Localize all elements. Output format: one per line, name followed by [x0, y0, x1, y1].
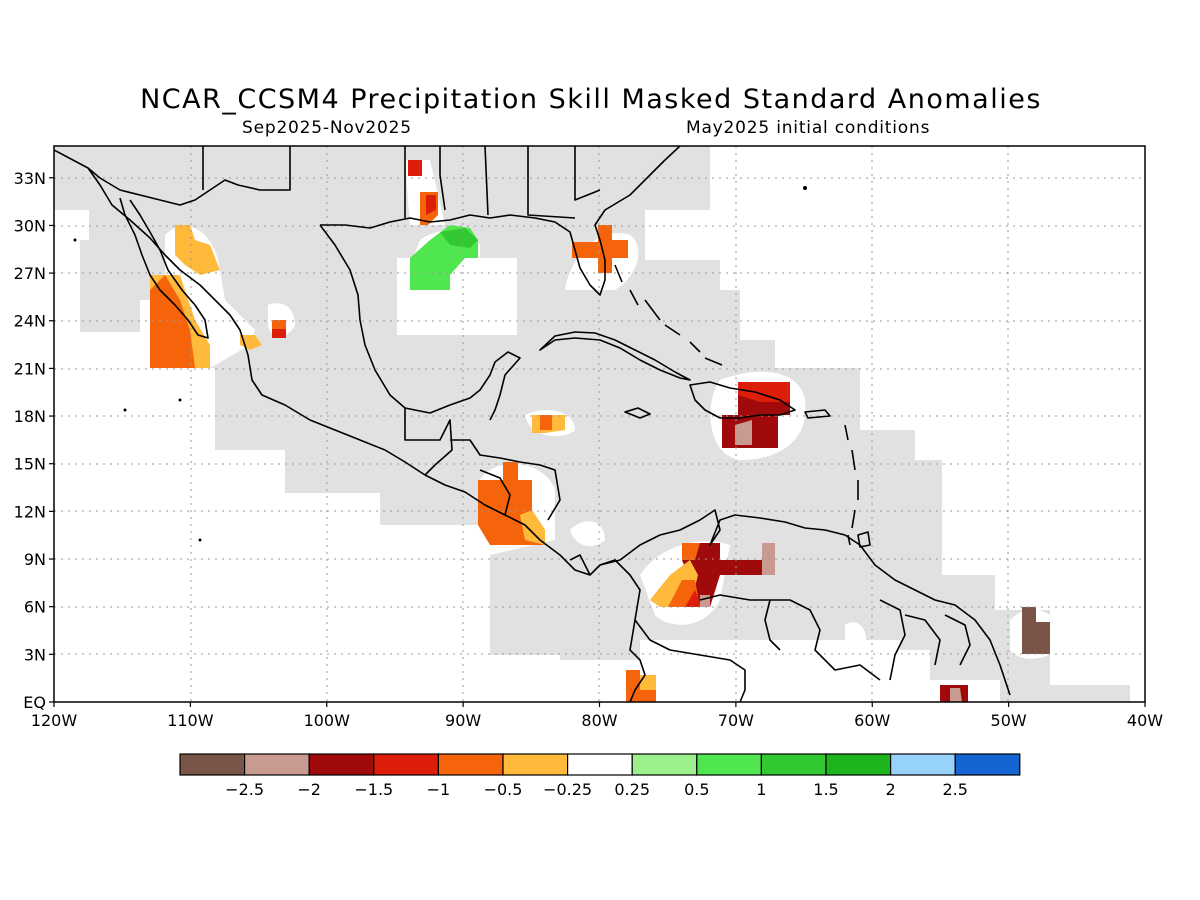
lon-tick-label: 120W: [31, 711, 78, 730]
anomaly-patch-louisiana-north: [408, 160, 422, 176]
forecast-period: Sep2025-Nov2025: [242, 118, 412, 138]
colorbar-label: −2: [297, 780, 321, 799]
colorbar-swatch: [437, 753, 504, 776]
anomaly-patch-florida: [572, 225, 628, 273]
lat-tick-label: 27N: [14, 264, 46, 283]
lat-tick-label: 6N: [24, 598, 46, 617]
colorbar-swatch: [373, 753, 439, 776]
colorbar-label: −1: [427, 780, 451, 799]
colorbar-label: 2: [886, 780, 896, 799]
initial-conditions: May2025 initial conditions: [686, 118, 931, 138]
colorbar-label: −1.5: [354, 780, 393, 799]
lat-tick-label: 18N: [14, 407, 46, 426]
latitude-axis: 33N 30N 27N 24N 21N 18N 15N 12N 9N 6N 3N EQ: [14, 169, 54, 712]
colorbar-label: 1: [756, 780, 766, 799]
lat-tick-label: 9N: [24, 550, 46, 569]
colorbar-swatch: [696, 753, 762, 776]
colorbar-swatch: [760, 753, 827, 776]
colorbar-swatch: [825, 753, 892, 776]
colorbar-swatch: [889, 753, 956, 776]
colorbar-swatch: [244, 753, 310, 776]
lat-tick-label: 30N: [14, 216, 46, 235]
colorbar-swatch: [179, 753, 246, 776]
lon-tick-label: 100W: [304, 711, 351, 730]
colorbar-label: −2.5: [225, 780, 264, 799]
colorbar-label: 0.25: [614, 780, 650, 799]
lat-tick-label: 3N: [24, 645, 46, 664]
lon-tick-label: 70W: [718, 711, 754, 730]
coastlines: [54, 146, 1011, 702]
lon-tick-label: 90W: [445, 711, 481, 730]
colorbar-swatch: [308, 753, 375, 776]
lon-tick-label: 50W: [991, 711, 1027, 730]
lat-tick-label: 24N: [14, 312, 46, 331]
colorbar-swatch: [954, 753, 1021, 776]
lat-tick-label: EQ: [23, 693, 46, 712]
colorbar-swatch: [502, 753, 569, 776]
small-islands: [73, 186, 807, 542]
colorbar-label: 2.5: [942, 780, 967, 799]
lon-tick-label: 110W: [167, 711, 214, 730]
colorbar-swatch: [631, 753, 698, 776]
lat-tick-label: 21N: [14, 359, 46, 378]
anomaly-patch-baja-core: [150, 275, 195, 368]
lat-tick-label: 33N: [14, 169, 46, 188]
longitude-axis: 120W 110W 100W 90W 80W 70W 60W 50W 40W: [31, 702, 1163, 730]
lon-tick-label: 40W: [1127, 711, 1163, 730]
colorbar-swatch: [566, 753, 633, 776]
lat-tick-label: 15N: [14, 455, 46, 474]
lat-tick-label: 12N: [14, 502, 46, 521]
anomaly-patch-atlantic: [1022, 607, 1050, 654]
lon-tick-label: 80W: [581, 711, 617, 730]
colorbar-label: 0.5: [684, 780, 709, 799]
anomaly-patch-sonora: [175, 225, 220, 275]
map-title: NCAR_CCSM4 Precipitation Skill Masked St…: [140, 84, 1042, 115]
colorbar-label: 1.5: [813, 780, 838, 799]
lon-tick-label: 60W: [854, 711, 890, 730]
colorbar-label: −0.5: [484, 780, 523, 799]
colorbar-label: −0.25: [543, 780, 592, 799]
